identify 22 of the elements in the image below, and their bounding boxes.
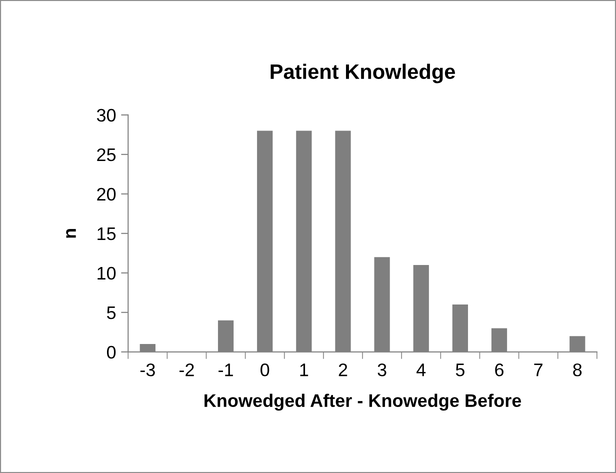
- x-tick-label: 1: [300, 364, 308, 376]
- x-tick-label: 2: [338, 364, 348, 376]
- y-tick-label: 30: [96, 108, 116, 122]
- x-tick-label: -1: [218, 364, 233, 376]
- y-tick-label: 20: [97, 188, 116, 201]
- x-tick-label: 5: [456, 364, 464, 376]
- x-axis-title: Knowedged After - Knowedge Before: [204, 394, 522, 411]
- x-tick-label: 6: [495, 364, 504, 376]
- y-tick-label: 15: [98, 228, 116, 240]
- x-tick-label: 7: [534, 364, 542, 376]
- x-tick-label: 4: [416, 364, 426, 376]
- y-tick-label: 10: [98, 266, 116, 280]
- x-tick-label: 3: [378, 364, 386, 376]
- x-tick-label: -2: [180, 364, 194, 376]
- x-tick-label: 8: [573, 364, 582, 376]
- x-tick-label: 0: [260, 364, 270, 376]
- y-tick-label: 5: [107, 306, 116, 320]
- x-tick-label: -3: [140, 364, 155, 376]
- chart-title: Patient Knowledge: [270, 64, 455, 84]
- y-tick-label: 0: [106, 346, 116, 359]
- y-tick-label: 25: [97, 148, 116, 162]
- y-axis-title: n: [66, 229, 76, 238]
